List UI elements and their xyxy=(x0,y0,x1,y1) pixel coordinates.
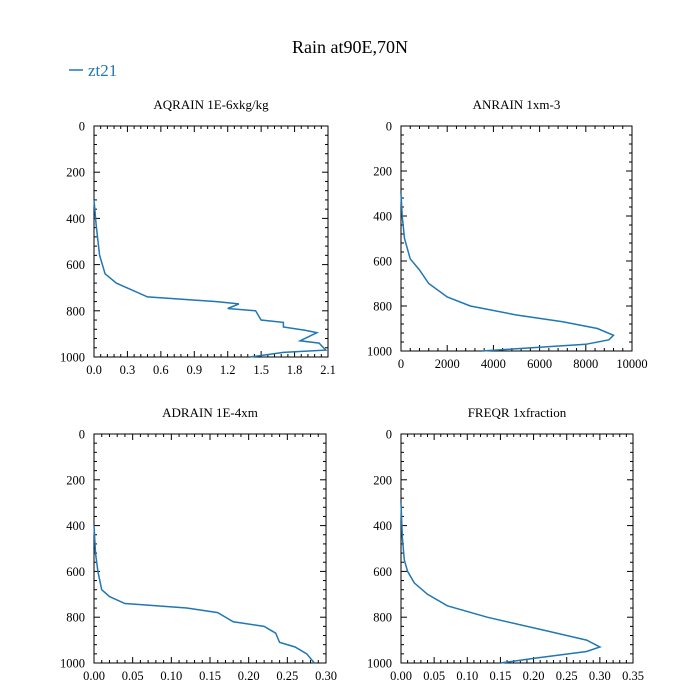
y-tick-label: 800 xyxy=(66,304,85,318)
series-line-zt21 xyxy=(400,502,602,664)
x-tick-label: 0.30 xyxy=(589,669,611,683)
y-tick-label: 800 xyxy=(373,300,392,314)
y-tick-label: 0 xyxy=(79,120,85,134)
figure-title: Rain at90E,70N xyxy=(292,37,408,57)
y-tick-label: 400 xyxy=(66,519,85,533)
y-tick-label: 0 xyxy=(386,120,392,134)
y-tick-label: 1000 xyxy=(367,657,392,671)
x-tick-label: 0.20 xyxy=(523,669,545,683)
x-tick-label: 1.8 xyxy=(287,363,303,377)
x-tick-label: 0.20 xyxy=(238,669,260,683)
panel-title: ADRAIN 1E-4xm xyxy=(162,405,258,420)
panel-4: FREQR 1xfraction 0.00 0.05 0.10 0.15 0.20 0.25… xyxy=(367,405,644,683)
panel-2: ANRAIN 1xm-3 0 2000 4000 6000 8000 10000 0 200 40… xyxy=(367,97,648,371)
x-tick-label: 0 xyxy=(398,357,404,371)
y-tick-label: 400 xyxy=(66,212,85,226)
x-tick-label: 2000 xyxy=(435,357,460,371)
x-tick-label: 0.30 xyxy=(315,669,337,683)
x-tick-label: 1.2 xyxy=(220,363,236,377)
panel-3: ADRAIN 1E-4xm 0.00 0.05 0.10 0.15 0.20 0.25 0.3… xyxy=(60,405,337,683)
series-line-zt21 xyxy=(93,199,328,358)
y-tick-label: 200 xyxy=(373,473,392,487)
y-tick-label: 200 xyxy=(66,473,85,487)
plot-frame xyxy=(93,433,327,664)
x-tick-label: 0.25 xyxy=(556,669,578,683)
y-tick-label: 0 xyxy=(386,428,392,442)
panel-title: FREQR 1xfraction xyxy=(468,405,567,420)
series-line-zt21 xyxy=(400,193,615,352)
x-tick-label: 0.0 xyxy=(86,363,102,377)
x-tick-label: 0.05 xyxy=(122,669,144,683)
plot-frame xyxy=(93,125,329,358)
y-tick-label: 0 xyxy=(79,428,85,442)
x-tick-label: 0.6 xyxy=(153,363,169,377)
x-tick-label: 0.10 xyxy=(456,669,478,683)
x-tick-label: 0.00 xyxy=(83,669,105,683)
y-tick-label: 800 xyxy=(66,611,85,625)
x-tick-label: 0.15 xyxy=(489,669,511,683)
legend: zt21 xyxy=(69,61,117,80)
y-tick-label: 600 xyxy=(66,565,85,579)
y-tick-label: 600 xyxy=(373,565,392,579)
plot-frame xyxy=(400,125,633,352)
series-line-zt21 xyxy=(93,525,315,664)
panel-title: ANRAIN 1xm-3 xyxy=(473,97,561,112)
legend-label: zt21 xyxy=(88,61,117,80)
y-tick-label: 200 xyxy=(66,166,85,180)
x-tick-label: 0.10 xyxy=(160,669,182,683)
x-tick-label: 2.1 xyxy=(320,363,336,377)
x-tick-label: 0.35 xyxy=(622,669,644,683)
x-tick-label: 0.00 xyxy=(390,669,412,683)
y-tick-label: 400 xyxy=(373,519,392,533)
y-tick-label: 1000 xyxy=(60,351,85,365)
x-tick-label: 10000 xyxy=(616,357,647,371)
y-tick-label: 600 xyxy=(373,255,392,269)
x-tick-label: 8000 xyxy=(573,357,598,371)
y-tick-label: 400 xyxy=(373,210,392,224)
x-tick-label: 0.05 xyxy=(423,669,445,683)
x-tick-label: 1.5 xyxy=(253,363,269,377)
x-tick-label: 6000 xyxy=(527,357,552,371)
y-tick-label: 1000 xyxy=(60,657,85,671)
panel-title: AQRAIN 1E-6xkg/kg xyxy=(153,97,269,112)
plot-frame xyxy=(400,433,634,664)
y-tick-label: 1000 xyxy=(367,345,392,359)
y-tick-label: 200 xyxy=(373,165,392,179)
y-tick-label: 800 xyxy=(373,611,392,625)
x-tick-label: 0.25 xyxy=(276,669,298,683)
y-tick-label: 600 xyxy=(66,258,85,272)
x-tick-label: 0.9 xyxy=(186,363,202,377)
x-tick-label: 0.3 xyxy=(120,363,136,377)
panel-1: AQRAIN 1E-6xkg/kg 0.0 0.3 0.6 0.9 1.2 1.5 1.8 2.… xyxy=(60,97,336,377)
x-tick-label: 4000 xyxy=(481,357,506,371)
x-tick-label: 0.15 xyxy=(199,669,221,683)
